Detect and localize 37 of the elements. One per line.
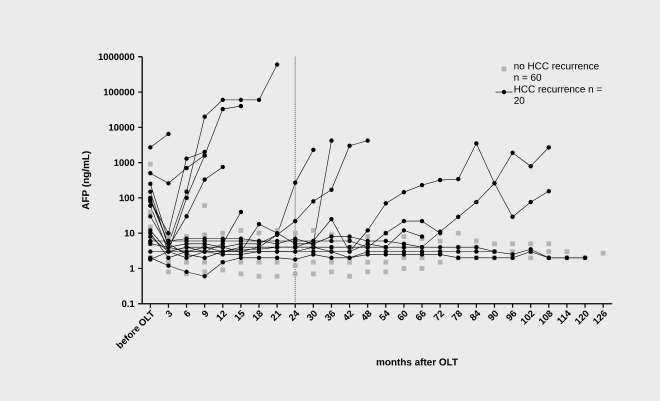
x-tick-label: 42 <box>344 310 354 320</box>
x-tick-label: 24 <box>288 310 300 322</box>
x-tick-label: 18 <box>252 310 263 321</box>
y-tick-label: 10000 <box>109 124 134 131</box>
x-tick-label: 12 <box>216 310 228 321</box>
y-tick-label: 1 <box>130 265 134 272</box>
x-tick-label: 21 <box>270 310 282 322</box>
x-tick-label: 90 <box>488 310 498 320</box>
x-tick-label: 72 <box>433 310 445 320</box>
x-tick-label: 102 <box>520 310 536 325</box>
x-tick-label: 114 <box>557 310 571 324</box>
x-tick-label: 108 <box>538 310 553 325</box>
y-tick-label: 1000000 <box>98 53 134 60</box>
x-axis-title: months after OLT <box>376 358 458 366</box>
x-tick-label: 15 <box>234 310 244 321</box>
x-tick-label: 96 <box>506 310 516 320</box>
legend-label: HCC recurrence n = 20 <box>514 85 602 104</box>
x-tick-label: 48 <box>362 310 372 320</box>
legend-label: no HCC recurrence n = 60 <box>514 62 599 81</box>
x-tick-label: 54 <box>378 310 390 320</box>
x-tick-label: 66 <box>416 310 426 320</box>
x-tick-label: 30 <box>306 310 317 320</box>
y-tick-label: 100 <box>120 194 134 202</box>
y-tick-label: 1000 <box>114 159 134 166</box>
x-tick-label: 3 <box>166 310 172 317</box>
x-tick-label: 6 <box>184 310 190 316</box>
y-tick-label: 100000 <box>104 88 134 96</box>
x-tick-label: 60 <box>398 310 408 320</box>
y-tick-label: 0.1 <box>122 300 134 307</box>
x-tick-label: 36 <box>325 310 336 320</box>
y-tick-label: 10 <box>124 230 134 236</box>
x-tick-label: 120 <box>575 310 589 325</box>
x-tick-label: 84 <box>470 310 480 320</box>
x-tick-label: 126 <box>593 310 607 325</box>
x-tick-label: 9 <box>202 310 208 317</box>
y-axis-title: AFP (ng/mL) <box>82 151 92 210</box>
x-tick-label: 78 <box>451 310 462 320</box>
